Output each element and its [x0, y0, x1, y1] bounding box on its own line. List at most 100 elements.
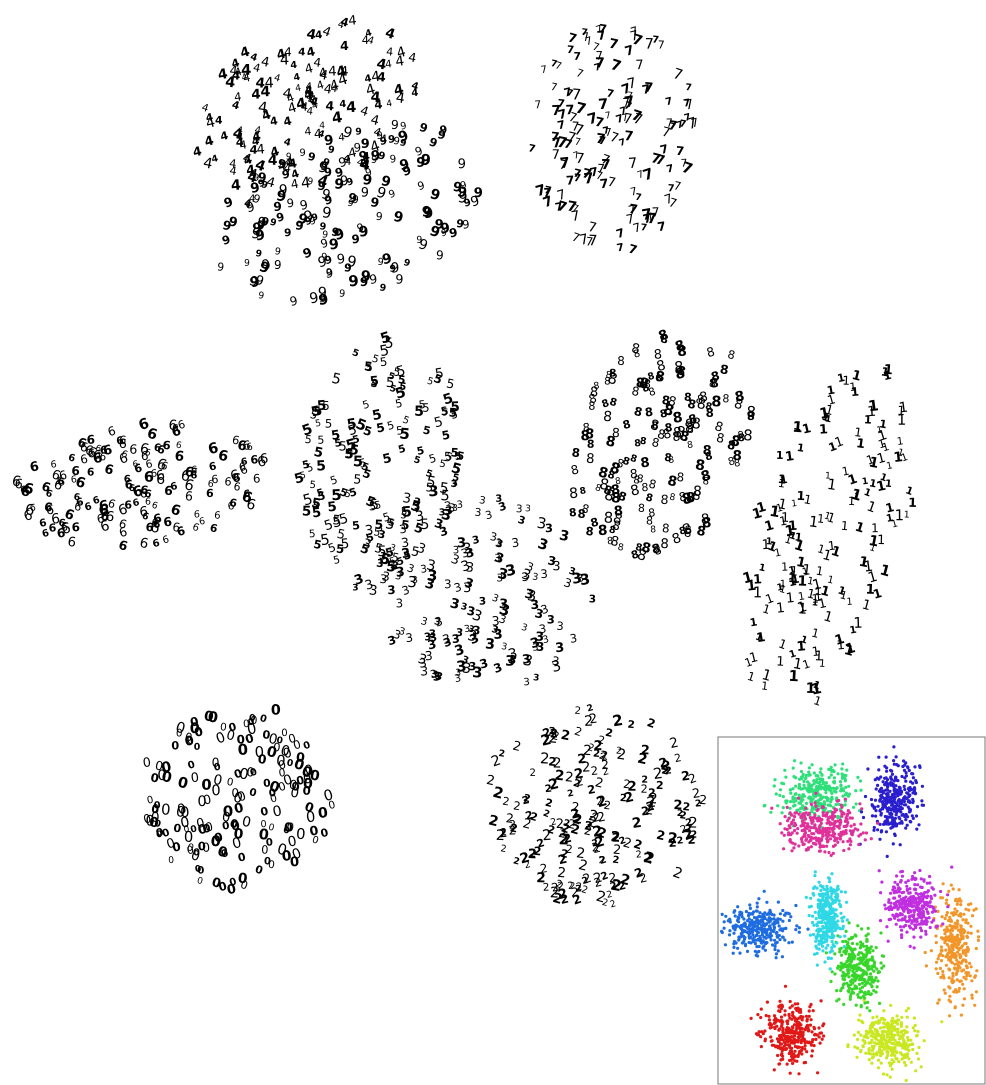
inset-point [895, 778, 899, 782]
digit-glyph: 3 [547, 553, 558, 568]
inset-point [844, 929, 848, 934]
inset-point [783, 815, 787, 819]
digit-glyph: 4 [200, 101, 210, 115]
digit-glyph: 5 [301, 458, 311, 471]
inset-point [920, 885, 924, 890]
digit-glyph: 7 [581, 29, 590, 44]
digit-glyph: 4 [295, 83, 303, 95]
inset-point [843, 890, 848, 894]
digit-glyph: 1 [877, 533, 885, 548]
inset-point [768, 919, 772, 923]
inset-point [886, 782, 890, 786]
digit-glyph: 0 [243, 719, 250, 730]
digit-glyph: 0 [201, 839, 211, 855]
digit-glyph: 8 [668, 492, 676, 504]
digit-glyph: 6 [179, 467, 192, 486]
inset-point [919, 935, 923, 939]
digit-glyph: 3 [419, 615, 429, 628]
digit-glyph: 4 [203, 133, 216, 150]
inset-point [733, 928, 737, 932]
inset-point [898, 788, 902, 792]
digit-glyph: 5 [358, 541, 371, 557]
digit-glyph: 3 [479, 595, 487, 607]
digit-glyph: 2 [559, 821, 571, 837]
inset-point [789, 800, 793, 804]
inset-point [959, 914, 963, 918]
digit-glyph: 0 [202, 821, 212, 836]
inset-point [949, 949, 954, 954]
digit-glyph: 9 [252, 220, 263, 237]
inset-point [948, 1014, 952, 1018]
digit-glyph: 2 [586, 703, 595, 714]
inset-point [796, 1053, 801, 1057]
digit-glyph: 4 [251, 129, 262, 145]
digit-glyph: 9 [451, 180, 463, 196]
inset-point [774, 792, 778, 796]
inset-point [756, 938, 760, 942]
digit-glyph: 1 [820, 411, 831, 425]
digit-glyph: 9 [392, 136, 400, 148]
inset-point [947, 951, 951, 955]
inset-point [865, 947, 870, 951]
inset-point [857, 1018, 861, 1022]
inset-point [839, 784, 843, 788]
digit-glyph: 4 [369, 113, 381, 130]
digit-glyph: 3 [412, 500, 421, 512]
digit-glyph: 8 [655, 373, 663, 385]
digit-glyph: 7 [629, 28, 641, 45]
inset-point [828, 837, 833, 841]
inset-point [920, 799, 924, 803]
digit-glyph: 4 [293, 72, 302, 84]
inset-point [885, 769, 889, 773]
inset-point [955, 919, 960, 923]
inset-point [822, 930, 826, 934]
inset-point [906, 1006, 911, 1011]
inset-point [966, 921, 970, 925]
inset-point [825, 925, 830, 929]
digit-glyph: 7 [651, 204, 659, 219]
inset-point [743, 936, 747, 940]
digit-glyph: 5 [401, 504, 412, 521]
digit-glyph: 3 [497, 612, 508, 627]
digit-glyph: 8 [568, 485, 578, 502]
digit-glyph: 6 [250, 452, 259, 466]
digit-glyph: 2 [643, 850, 653, 866]
digit-glyph: 3 [507, 646, 520, 664]
digit-glyph: 9 [375, 210, 383, 224]
digit-glyph: 2 [491, 783, 506, 803]
digit-glyph: 8 [571, 445, 581, 460]
digit-glyph: 0 [189, 823, 198, 835]
digit-glyph: 8 [609, 534, 620, 550]
digit-glyph: 3 [450, 478, 459, 490]
inset-point [902, 803, 906, 807]
digit-glyph: 8 [652, 421, 659, 432]
digit-glyph: 9 [325, 267, 333, 281]
inset-point [889, 1023, 893, 1027]
inset-point [804, 776, 808, 780]
inset-point [748, 923, 752, 927]
digit-glyph: 2 [577, 752, 587, 768]
digit-glyph: 3 [541, 634, 550, 646]
inset-point [953, 941, 957, 945]
inset-point [915, 1051, 919, 1055]
digit-glyph: 3 [490, 624, 499, 636]
digit-glyph: 7 [672, 178, 682, 193]
inset-point [781, 1030, 785, 1034]
inset-point [892, 896, 896, 900]
inset-point [896, 764, 900, 768]
digit-glyph: 1 [780, 579, 787, 590]
digit-glyph: 8 [632, 348, 641, 360]
digit-glyph: 0 [175, 727, 183, 740]
digit-glyph: 0 [267, 731, 279, 749]
digit-glyph: 0 [231, 835, 244, 853]
digit-glyph: 3 [533, 673, 540, 684]
inset-point [886, 785, 890, 789]
digit-glyph: 7 [622, 111, 633, 128]
inset-point [776, 1053, 780, 1058]
digit-glyph: 3 [453, 642, 467, 660]
digit-glyph: 6 [137, 416, 152, 434]
digit-glyph: 6 [10, 473, 22, 490]
inset-point [936, 971, 940, 976]
inset-point [792, 846, 796, 850]
inset-point [908, 900, 913, 904]
